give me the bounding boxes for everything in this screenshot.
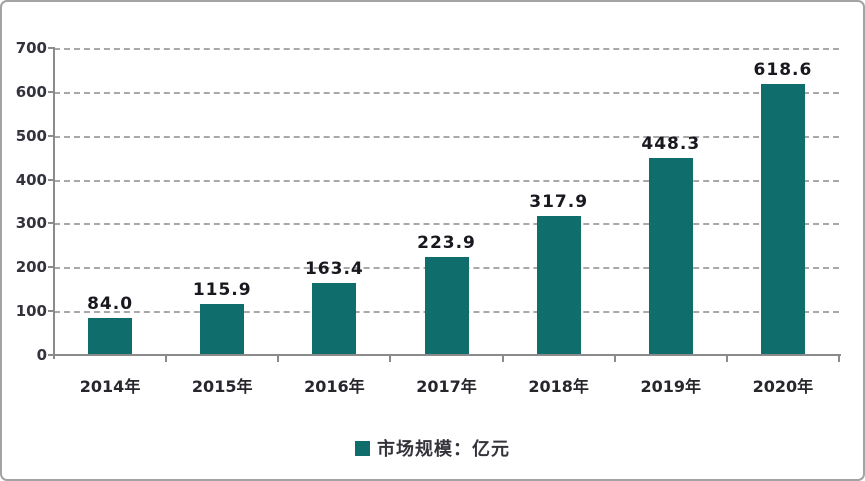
y-axis-tick bbox=[48, 310, 55, 313]
x-axis-tick bbox=[613, 356, 616, 362]
x-axis-tick bbox=[277, 356, 280, 362]
x-axis-tick bbox=[838, 356, 840, 362]
gridline bbox=[54, 135, 839, 138]
bar-2017年 bbox=[424, 256, 469, 355]
y-axis-tick bbox=[48, 47, 55, 49]
x-axis-category-label: 2018年 bbox=[528, 377, 589, 396]
y-axis-tick-label: 600 bbox=[15, 82, 47, 101]
y-axis-tick-label: 400 bbox=[15, 170, 47, 189]
y-axis-tick bbox=[48, 354, 55, 356]
y-axis-tick bbox=[48, 266, 55, 269]
x-axis-tick bbox=[165, 356, 168, 362]
y-axis-tick-label: 700 bbox=[15, 39, 47, 57]
y-axis-tick bbox=[48, 178, 55, 181]
y-axis-tick-label: 500 bbox=[15, 126, 47, 145]
x-axis-tick bbox=[389, 356, 392, 362]
y-axis-tick bbox=[48, 90, 55, 93]
legend-swatch-icon bbox=[355, 440, 370, 456]
gridline bbox=[54, 91, 839, 94]
gridline bbox=[54, 48, 839, 50]
x-axis-tick bbox=[501, 356, 504, 362]
x-axis-category-label: 2017年 bbox=[416, 377, 477, 396]
gridline bbox=[54, 223, 839, 226]
y-axis-tick-label: 300 bbox=[15, 214, 47, 233]
x-axis-tick bbox=[725, 356, 728, 362]
x-axis-category-label: 2020年 bbox=[752, 377, 814, 396]
x-axis-category-label: 2016年 bbox=[304, 377, 365, 396]
y-axis-line bbox=[53, 48, 55, 359]
x-axis-category-label: 2015年 bbox=[191, 377, 253, 396]
bar-value-label: 448.3 bbox=[641, 134, 701, 155]
bar-2015年 bbox=[200, 304, 245, 355]
bar-2018年 bbox=[536, 215, 581, 355]
x-axis-line bbox=[50, 354, 841, 356]
x-axis-category-label: 2019年 bbox=[640, 377, 702, 396]
y-axis-tick bbox=[48, 134, 55, 137]
y-axis-tick-label: 200 bbox=[15, 258, 47, 277]
gridline bbox=[54, 179, 839, 182]
bar-value-label: 223.9 bbox=[417, 232, 476, 253]
bar-2019年 bbox=[648, 158, 693, 355]
bar-value-label: 163.4 bbox=[304, 259, 364, 280]
plot-area: 84.0 115.9 163.4 223.9 317.9 448.3 618.6 bbox=[54, 48, 839, 355]
legend: 市场规模：亿元 bbox=[2, 435, 863, 461]
legend-label: 市场规模：亿元 bbox=[377, 439, 510, 460]
bar-value-label: 317.9 bbox=[529, 191, 589, 212]
y-axis-tick-label: 0 bbox=[36, 346, 47, 364]
bar-2014年 bbox=[88, 318, 133, 355]
bar-2016年 bbox=[312, 283, 357, 355]
bar-value-label: 84.0 bbox=[87, 294, 134, 315]
y-axis-tick bbox=[48, 222, 55, 225]
bar-value-label: 618.6 bbox=[753, 59, 813, 80]
bar-2020年 bbox=[760, 83, 805, 355]
y-axis-tick-label: 100 bbox=[15, 302, 47, 321]
bar-value-label: 115.9 bbox=[192, 280, 252, 301]
x-axis-category-label: 2014年 bbox=[79, 377, 141, 396]
